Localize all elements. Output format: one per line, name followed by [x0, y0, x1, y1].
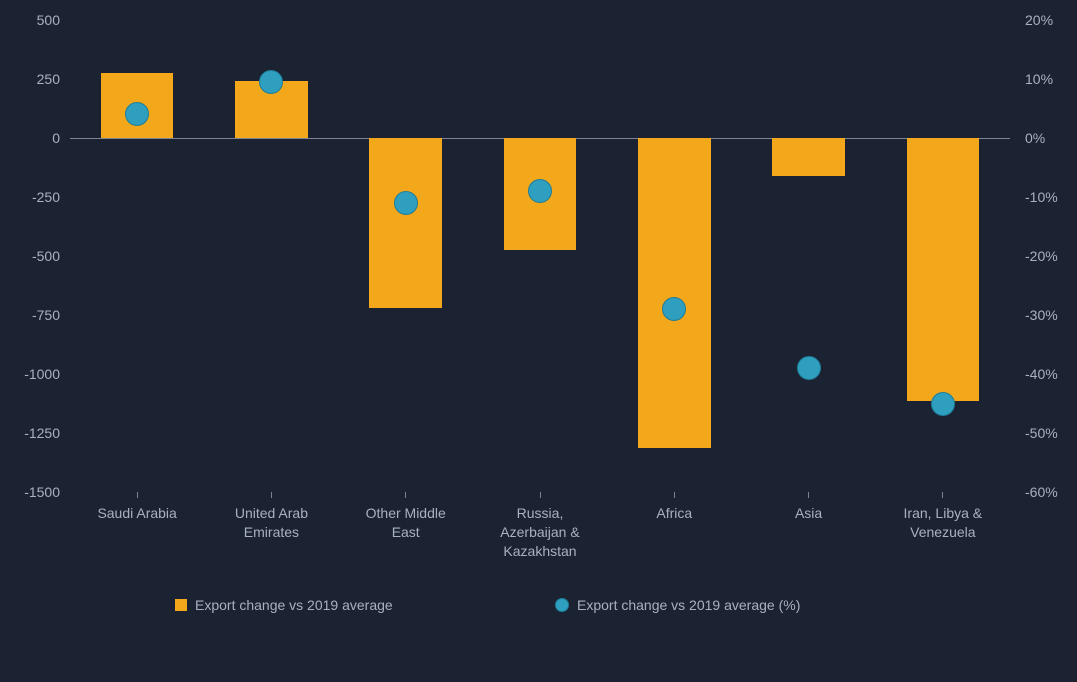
category-label: United ArabEmirates: [207, 504, 335, 542]
right-axis-tick-label: 0%: [1025, 130, 1077, 146]
legend-label: Export change vs 2019 average: [195, 597, 393, 613]
data-point: [125, 102, 149, 126]
category-label: Asia: [744, 504, 872, 523]
left-axis-tick-label: -250: [0, 189, 60, 205]
right-axis-tick-label: -10%: [1025, 189, 1077, 205]
data-point: [528, 179, 552, 203]
right-axis-tick-label: 20%: [1025, 12, 1077, 28]
legend-item-bar: Export change vs 2019 average: [175, 597, 393, 613]
left-axis-tick-label: -1000: [0, 366, 60, 382]
bar: [772, 138, 845, 176]
bar: [638, 138, 711, 448]
x-axis-tick: [808, 492, 809, 498]
category-label: Saudi Arabia: [73, 504, 201, 523]
data-point: [797, 356, 821, 380]
bar: [369, 138, 442, 308]
right-axis-tick-label: -20%: [1025, 248, 1077, 264]
left-axis-tick-label: 500: [0, 12, 60, 28]
right-axis-tick-label: -40%: [1025, 366, 1077, 382]
x-axis-tick: [405, 492, 406, 498]
left-axis-tick-label: -750: [0, 307, 60, 323]
category-label: Other MiddleEast: [342, 504, 470, 542]
x-axis-tick: [674, 492, 675, 498]
category-label: Russia,Azerbaijan &Kazakhstan: [476, 504, 604, 561]
data-point: [931, 392, 955, 416]
legend-swatch-bar: [175, 599, 187, 611]
legend-label: Export change vs 2019 average (%): [577, 597, 800, 613]
category-label: Africa: [610, 504, 738, 523]
data-point: [394, 191, 418, 215]
x-axis-tick: [540, 492, 541, 498]
left-axis-tick-label: -1500: [0, 484, 60, 500]
right-axis-tick-label: -60%: [1025, 484, 1077, 500]
x-axis-tick: [137, 492, 138, 498]
data-point: [662, 297, 686, 321]
export-change-chart: 500 250 0 -250 -500 -750 -1000 -1250 -1500 20% 10%…: [0, 0, 1077, 682]
right-axis-tick-label: -30%: [1025, 307, 1077, 323]
left-axis-tick-label: -500: [0, 248, 60, 264]
left-axis-tick-label: -1250: [0, 425, 60, 441]
x-axis-tick: [271, 492, 272, 498]
data-point: [259, 70, 283, 94]
bar: [907, 138, 980, 401]
right-axis-tick-label: -50%: [1025, 425, 1077, 441]
legend-swatch-dot: [555, 598, 569, 612]
x-axis-tick: [942, 492, 943, 498]
left-axis-tick-label: 0: [0, 130, 60, 146]
category-label: Iran, Libya &Venezuela: [879, 504, 1007, 542]
right-axis-tick-label: 10%: [1025, 71, 1077, 87]
left-axis-tick-label: 250: [0, 71, 60, 87]
legend-item-dot: Export change vs 2019 average (%): [555, 597, 800, 613]
